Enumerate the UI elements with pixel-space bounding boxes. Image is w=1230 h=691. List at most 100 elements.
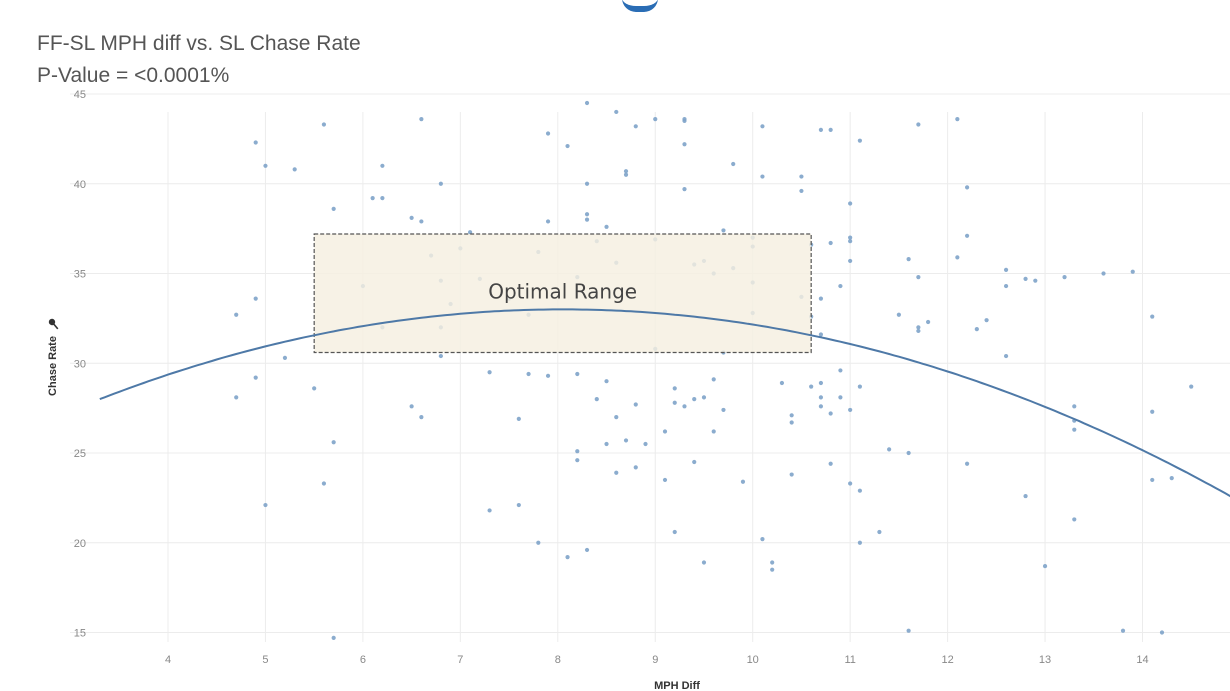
x-tick-label: 14 <box>1136 654 1148 666</box>
data-point <box>857 138 862 143</box>
data-point <box>575 449 580 454</box>
data-point <box>818 404 824 409</box>
data-point <box>682 187 687 192</box>
data-point <box>516 416 521 421</box>
data-point <box>565 555 570 560</box>
data-point <box>487 370 492 375</box>
x-axis-title: MPH Diff <box>654 680 700 691</box>
data-point <box>1042 563 1048 569</box>
y-tick-label: 15 <box>74 628 86 640</box>
data-point <box>857 540 862 545</box>
data-point <box>828 411 833 416</box>
data-point <box>682 142 687 147</box>
data-point <box>1003 353 1009 359</box>
data-point <box>604 379 609 384</box>
data-point <box>623 169 629 174</box>
data-point <box>253 296 258 301</box>
data-point <box>545 373 551 378</box>
grid-lines <box>70 93 1230 642</box>
optimal-range-box[interactable] <box>313 233 812 354</box>
data-point <box>916 274 921 280</box>
y-tick-label: 30 <box>74 358 86 370</box>
data-point <box>896 312 901 317</box>
data-point <box>955 255 960 260</box>
scatter-points <box>234 100 1194 640</box>
data-point <box>1120 628 1126 633</box>
data-point <box>828 127 833 132</box>
data-point <box>263 502 268 508</box>
data-point <box>584 212 590 217</box>
data-point <box>828 461 833 466</box>
data-point <box>370 196 375 201</box>
data-point <box>964 461 970 466</box>
data-point <box>1003 283 1009 289</box>
data-point <box>1101 271 1106 276</box>
data-point <box>1072 517 1077 522</box>
x-tick-label: 4 <box>165 654 171 666</box>
data-point <box>1033 278 1038 283</box>
data-point <box>760 174 765 179</box>
data-point <box>331 440 336 445</box>
data-point <box>253 140 258 145</box>
data-point <box>711 429 716 434</box>
x-tick-label: 10 <box>747 654 759 666</box>
data-point <box>321 122 327 127</box>
data-point <box>857 488 862 493</box>
x-tick-label: 8 <box>555 654 561 666</box>
data-point <box>916 325 921 330</box>
data-point <box>575 458 580 463</box>
data-point <box>614 415 619 420</box>
data-point <box>623 438 629 443</box>
y-tick-label: 35 <box>74 269 86 281</box>
data-point <box>643 441 648 447</box>
data-point <box>292 167 297 172</box>
data-point <box>672 400 677 405</box>
data-point <box>799 188 804 194</box>
data-point <box>419 117 424 122</box>
data-point <box>848 235 853 240</box>
y-axis-title: Chase Rate <box>47 336 59 396</box>
data-point <box>263 163 268 168</box>
optimal-range-label: Optimal Range <box>488 280 637 304</box>
pin-icon[interactable] <box>47 317 60 330</box>
data-point <box>770 567 775 572</box>
data-point <box>380 163 385 168</box>
data-point <box>331 635 336 640</box>
data-point <box>818 296 824 301</box>
data-point <box>331 206 336 211</box>
data-point <box>584 547 590 553</box>
data-point <box>701 560 707 565</box>
data-point <box>916 328 921 334</box>
data-point <box>877 529 882 535</box>
data-point <box>1023 276 1028 281</box>
data-point <box>1072 404 1077 409</box>
data-point <box>848 201 853 206</box>
data-point <box>380 196 385 201</box>
data-point <box>604 441 609 447</box>
data-point <box>234 395 239 400</box>
data-point <box>234 312 239 317</box>
data-point <box>731 161 736 167</box>
data-point <box>321 481 327 486</box>
data-point <box>818 332 824 337</box>
data-point <box>409 215 414 220</box>
y-tick-label: 20 <box>74 538 86 550</box>
data-point <box>584 217 590 222</box>
data-point <box>789 420 794 425</box>
data-point <box>848 258 853 264</box>
data-point <box>575 371 580 377</box>
data-point <box>848 481 853 486</box>
data-point <box>516 502 521 508</box>
data-point <box>536 540 541 545</box>
data-point <box>526 371 531 377</box>
x-tick-label: 7 <box>457 654 463 666</box>
data-point <box>604 224 609 229</box>
y-tick-label: 45 <box>74 89 86 101</box>
data-point <box>1072 427 1077 432</box>
data-point <box>1003 267 1009 273</box>
brand-logo <box>622 0 658 12</box>
data-point <box>692 397 697 402</box>
data-point <box>409 404 414 409</box>
